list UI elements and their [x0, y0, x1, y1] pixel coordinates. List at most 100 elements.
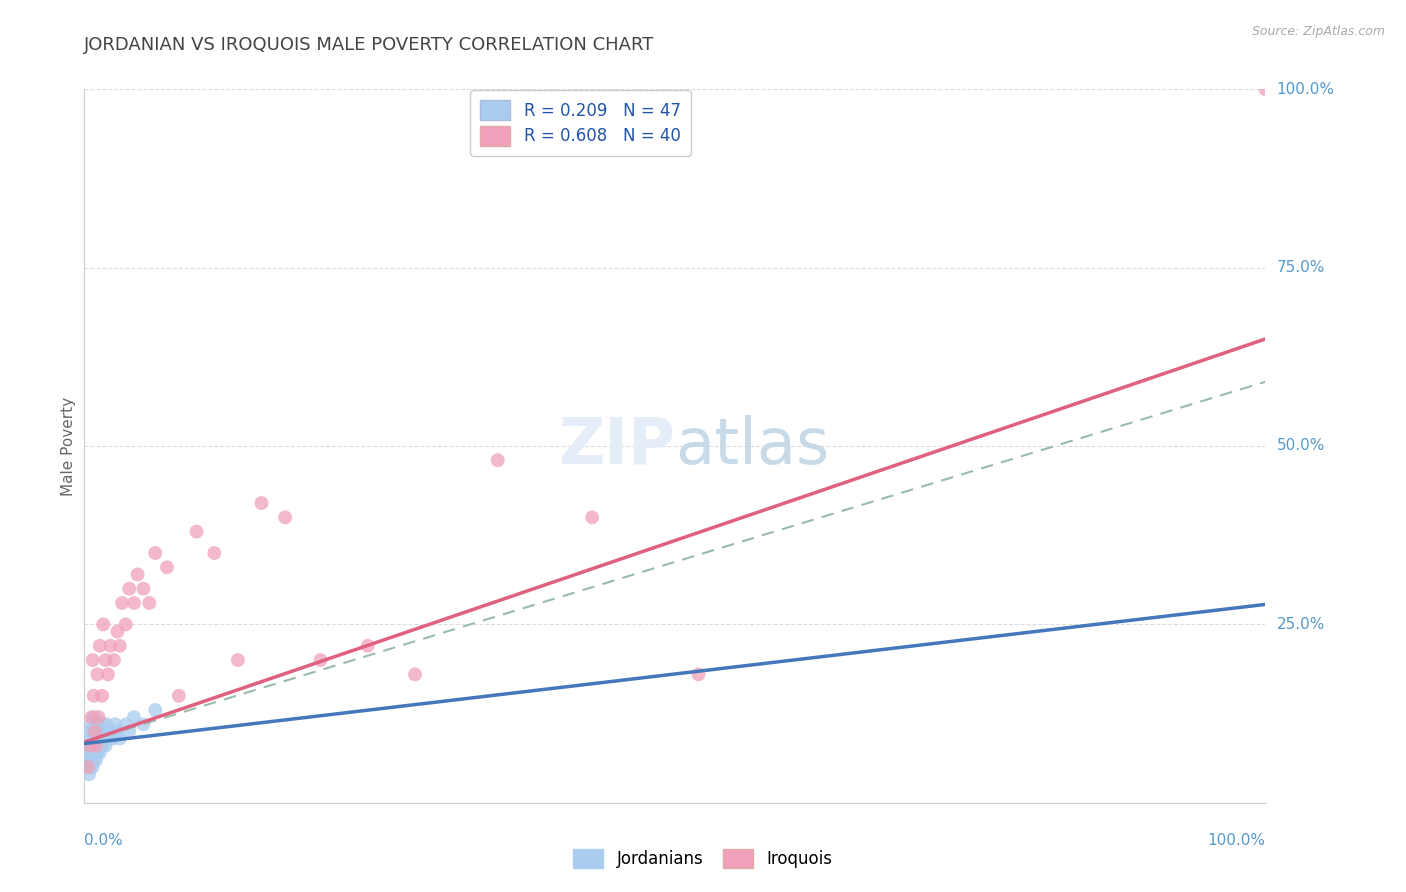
Point [87, 739, 110, 753]
Point [82, 760, 104, 774]
Point [107, 724, 129, 739]
Point [98, 724, 121, 739]
Point [77, 760, 100, 774]
Point [104, 717, 127, 731]
Point [98, 639, 121, 653]
Point [82, 724, 104, 739]
Point [167, 689, 190, 703]
Point [89, 746, 111, 760]
Point [357, 639, 380, 653]
Point [1254, 82, 1277, 96]
Point [138, 596, 160, 610]
Point [226, 653, 249, 667]
Point [77, 724, 100, 739]
Point [84, 739, 107, 753]
Point [143, 546, 166, 560]
Point [132, 582, 155, 596]
Point [77, 760, 100, 774]
Point [80, 739, 103, 753]
Point [84, 753, 107, 767]
Point [90, 731, 112, 746]
Point [127, 567, 149, 582]
Text: 75.0%: 75.0% [1277, 260, 1324, 275]
Point [83, 753, 105, 767]
Point [82, 746, 104, 760]
Point [97, 731, 120, 746]
Point [97, 667, 120, 681]
Point [108, 639, 131, 653]
Point [91, 689, 114, 703]
Point [111, 596, 134, 610]
Point [91, 731, 114, 746]
Point [84, 739, 107, 753]
Point [202, 546, 225, 560]
Point [122, 596, 145, 610]
Point [76, 753, 98, 767]
Point [91, 739, 114, 753]
Point [77, 739, 100, 753]
Text: JORDANIAN VS IROQUOIS MALE POVERTY CORRELATION CHART: JORDANIAN VS IROQUOIS MALE POVERTY CORRE… [84, 36, 655, 54]
Point [80, 710, 103, 724]
Point [114, 717, 136, 731]
Point [404, 667, 426, 681]
Point [132, 717, 155, 731]
Point [79, 746, 101, 760]
Point [89, 724, 111, 739]
Y-axis label: Male Poverty: Male Poverty [60, 396, 76, 496]
Point [87, 710, 110, 724]
Text: 0.0%: 0.0% [84, 833, 124, 848]
Text: atlas: atlas [675, 415, 830, 477]
Point [83, 739, 105, 753]
Point [93, 724, 115, 739]
Point [86, 746, 108, 760]
Point [581, 510, 603, 524]
Legend: Jordanians, Iroquois: Jordanians, Iroquois [567, 842, 839, 875]
Point [186, 524, 208, 539]
Legend: R = 0.209   N = 47, R = 0.608   N = 40: R = 0.209 N = 47, R = 0.608 N = 40 [470, 90, 690, 155]
Point [156, 560, 179, 574]
Point [122, 710, 145, 724]
Point [84, 731, 107, 746]
Text: 100.0%: 100.0% [1208, 833, 1265, 848]
Point [96, 717, 118, 731]
Text: 50.0%: 50.0% [1277, 439, 1324, 453]
Point [94, 739, 117, 753]
Point [79, 760, 101, 774]
Point [107, 624, 129, 639]
Point [77, 767, 100, 781]
Point [84, 717, 107, 731]
Text: 100.0%: 100.0% [1277, 82, 1334, 96]
Point [309, 653, 332, 667]
Text: Source: ZipAtlas.com: Source: ZipAtlas.com [1251, 25, 1385, 38]
Point [486, 453, 509, 467]
Point [94, 653, 117, 667]
Point [86, 724, 108, 739]
Point [79, 731, 101, 746]
Point [103, 653, 125, 667]
Point [80, 753, 103, 767]
Point [118, 724, 141, 739]
Point [114, 617, 136, 632]
Point [250, 496, 273, 510]
Text: ZIP: ZIP [558, 415, 675, 477]
Point [84, 746, 107, 760]
Point [91, 617, 114, 632]
Point [83, 710, 105, 724]
Point [80, 717, 103, 731]
Text: 25.0%: 25.0% [1277, 617, 1324, 632]
Point [83, 689, 105, 703]
Point [82, 653, 104, 667]
Point [274, 510, 297, 524]
Point [101, 731, 124, 746]
Point [143, 703, 166, 717]
Point [108, 731, 131, 746]
Point [688, 667, 710, 681]
Point [89, 639, 111, 653]
Point [91, 717, 114, 731]
Point [79, 739, 101, 753]
Point [118, 582, 141, 596]
Point [84, 724, 107, 739]
Point [83, 724, 105, 739]
Point [86, 667, 108, 681]
Point [87, 717, 110, 731]
